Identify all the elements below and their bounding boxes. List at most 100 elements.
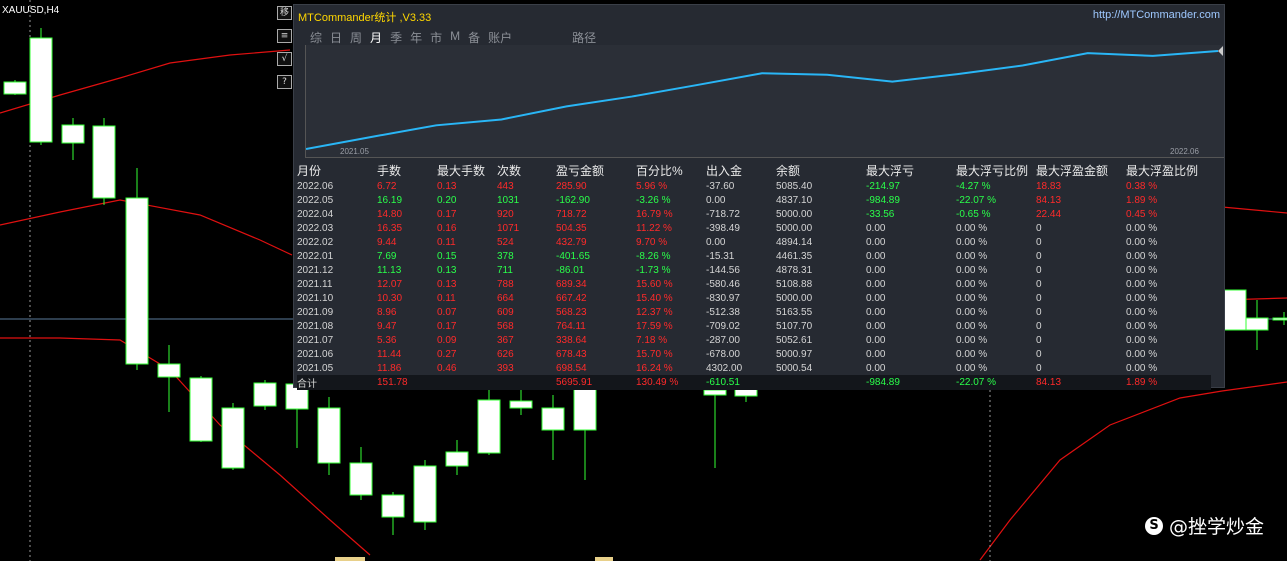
- tab-summary[interactable]: 综: [310, 31, 323, 45]
- candle-body: [381, 494, 405, 518]
- tab-backup[interactable]: 备: [468, 31, 481, 45]
- column-header[interactable]: 次数: [497, 164, 522, 178]
- column-header[interactable]: 百分比%: [636, 164, 683, 178]
- column-header[interactable]: 盈亏金额: [556, 164, 605, 178]
- table-row: 2022.06 6.72 0.13 443 285.90 5.96 % -37.60 5085…: [297, 179, 1211, 193]
- column-header[interactable]: 最大手数: [437, 164, 486, 178]
- candle-body: [541, 407, 565, 431]
- cell-pct: 15.70 %: [636, 348, 673, 360]
- cell-lots: 11.44: [377, 348, 402, 360]
- cell-flow: -287.00: [706, 334, 740, 346]
- cell-max-fp-pct: 0.00 %: [1126, 292, 1158, 304]
- cell-pnl: 718.72: [556, 208, 587, 220]
- tab-year[interactable]: 年: [410, 31, 423, 45]
- tab-market[interactable]: 市: [430, 31, 443, 45]
- cell-max-lots: 0.15: [437, 250, 457, 262]
- column-header[interactable]: 余额: [776, 164, 801, 178]
- panel-url-link[interactable]: http://MTCommander.com: [1092, 9, 1220, 21]
- tab-week[interactable]: 周: [350, 31, 363, 45]
- total-pct: 130.49 %: [636, 375, 706, 390]
- cell-count: 393: [497, 362, 514, 374]
- cell-count: 568: [497, 320, 514, 332]
- cell-max-fp: 0: [1036, 306, 1042, 318]
- cell-count: 711: [497, 264, 513, 276]
- cell-month: 2022.04: [297, 208, 334, 220]
- cell-max-fp: 22.44: [1036, 208, 1062, 220]
- time-marker: [595, 557, 613, 561]
- candle-body: [61, 124, 85, 144]
- tab-account[interactable]: 账户: [488, 31, 513, 45]
- table-row: 2021.11 12.07 0.13 788 689.34 15.60 % -580.46 5…: [297, 277, 1211, 291]
- column-header[interactable]: 最大浮盈比例: [1126, 164, 1199, 178]
- cell-flow: 4302.00: [706, 362, 743, 374]
- tab-day[interactable]: 日: [330, 31, 343, 45]
- tab-m[interactable]: M: [450, 29, 461, 43]
- cell-flow: -144.56: [706, 264, 740, 276]
- cell-balance: 4878.31: [776, 264, 813, 276]
- cell-count: 1031: [497, 194, 520, 206]
- cell-max-lots: 0.16: [437, 222, 457, 234]
- cell-max-dd: 0.00: [866, 348, 886, 360]
- candle-body: [221, 407, 245, 469]
- cell-lots: 16.35: [377, 222, 403, 234]
- cell-max-fp-pct: 0.00 %: [1126, 278, 1158, 290]
- cell-lots: 14.80: [377, 208, 403, 220]
- help-button[interactable]: ?: [277, 75, 292, 89]
- column-header[interactable]: 月份: [297, 164, 322, 178]
- table-row: 2021.05 11.86 0.46 393 698.54 16.24 % 4302.00 5…: [297, 361, 1211, 375]
- cell-balance: 5000.00: [776, 292, 813, 304]
- total-max-dd: -984.89: [866, 375, 956, 390]
- table-row: 2021.09 8.96 0.07 609 568.23 12.37 % -512.38 51…: [297, 305, 1211, 319]
- column-header[interactable]: 手数: [377, 164, 402, 178]
- column-header[interactable]: 最大浮盈金额: [1036, 164, 1109, 178]
- table-row: 2021.10 10.30 0.11 664 667.42 15.40 % -830.97 5…: [297, 291, 1211, 305]
- cell-balance: 5000.97: [776, 348, 813, 360]
- cell-max-dd-pct: 0.00 %: [956, 292, 988, 304]
- column-header[interactable]: 最大浮亏比例: [956, 164, 1029, 178]
- cell-lots: 9.44: [377, 236, 397, 248]
- period-tabs: 综 日 周 月 季 年 市 M 备 账户 路径: [310, 29, 604, 46]
- cell-month: 2021.06: [297, 348, 334, 360]
- cell-count: 367: [497, 334, 514, 346]
- cell-max-lots: 0.07: [437, 306, 457, 318]
- time-marker: [335, 557, 365, 561]
- cell-max-lots: 0.17: [437, 320, 457, 332]
- cell-pnl: 504.35: [556, 222, 587, 234]
- tab-quarter[interactable]: 季: [390, 31, 403, 45]
- candle-body: [573, 384, 597, 431]
- tab-path[interactable]: 路径: [572, 31, 597, 45]
- candle-body: [29, 37, 53, 143]
- cell-max-fp: 0: [1036, 222, 1042, 234]
- cell-balance: 4837.10: [776, 194, 813, 206]
- cell-max-dd-pct: -0.65 %: [956, 208, 991, 220]
- cell-max-dd-pct: 0.00 %: [956, 236, 988, 248]
- candle-body: [1272, 317, 1287, 321]
- cell-max-dd: 0.00: [866, 320, 886, 332]
- table-row: 2022.01 7.69 0.15 378 -401.65 -8.26 % -15.31 44…: [297, 249, 1211, 263]
- cell-flow: 0.00: [706, 194, 726, 206]
- cell-max-fp-pct: 0.00 %: [1126, 250, 1158, 262]
- cell-max-lots: 0.11: [437, 236, 456, 248]
- total-max-dd-pct: -22.07 %: [956, 375, 1036, 390]
- cell-pnl: -162.90: [556, 194, 590, 206]
- column-header[interactable]: 最大浮亏: [866, 164, 915, 178]
- equity-x-start-label: 2021.05: [340, 147, 369, 156]
- candle-body: [477, 399, 501, 454]
- cell-month: 2022.01: [297, 250, 334, 262]
- total-row: 合计 151.78 5695.91 130.49 % -610.51 -984.89 -22…: [297, 375, 1211, 390]
- total-lots: 151.78: [377, 375, 437, 390]
- candle-body: [253, 382, 277, 407]
- tab-month[interactable]: 月: [370, 31, 383, 45]
- cell-max-fp-pct: 0.45 %: [1126, 208, 1158, 220]
- cell-pnl: 338.64: [556, 334, 587, 346]
- column-header[interactable]: 出入金: [706, 164, 743, 178]
- check-button[interactable]: √: [277, 52, 292, 66]
- menu-button[interactable]: ≡: [277, 29, 292, 43]
- cell-pct: 15.40 %: [636, 292, 673, 304]
- cell-month: 2022.05: [297, 194, 334, 206]
- cell-max-dd: 0.00: [866, 222, 886, 234]
- cell-pnl: -401.65: [556, 250, 590, 262]
- move-button[interactable]: 移: [277, 6, 292, 20]
- cell-month: 2021.10: [297, 292, 334, 304]
